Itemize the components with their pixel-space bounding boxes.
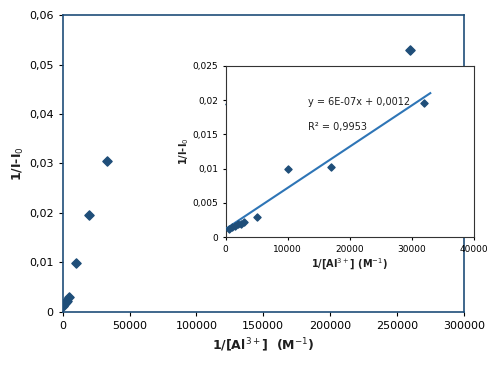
Point [284,166,292,172]
Point [60,303,67,308]
Point [103,158,111,164]
Text: y = 6E-07x + 0,0012: y = 6E-07x + 0,0012 [308,97,410,107]
Point [226,101,234,107]
Point [237,220,245,226]
Point [62,299,69,305]
Point [234,221,242,227]
Point [62,299,70,305]
Point [420,100,428,106]
Point [61,300,68,306]
Point [228,224,236,230]
Point [62,298,70,304]
Y-axis label: 1/I-I$_0$: 1/I-I$_0$ [11,146,26,181]
X-axis label: 1/[Al$^{3+}$] (M$^{-1}$): 1/[Al$^{3+}$] (M$^{-1}$) [311,257,388,272]
Text: R² = 0,9953: R² = 0,9953 [308,122,367,132]
Point [65,294,73,300]
Point [60,301,68,307]
Point [225,226,233,232]
Point [72,260,80,266]
Point [231,223,239,228]
Y-axis label: 1/I-I$_0$: 1/I-I$_0$ [177,138,191,165]
Point [85,212,93,218]
X-axis label: 1/[Al$^{3+}$]  (M$^{-1}$): 1/[Al$^{3+}$] (M$^{-1}$) [212,336,314,354]
Point [240,219,248,225]
Point [327,164,335,170]
Point [252,214,261,220]
Point [406,47,414,53]
